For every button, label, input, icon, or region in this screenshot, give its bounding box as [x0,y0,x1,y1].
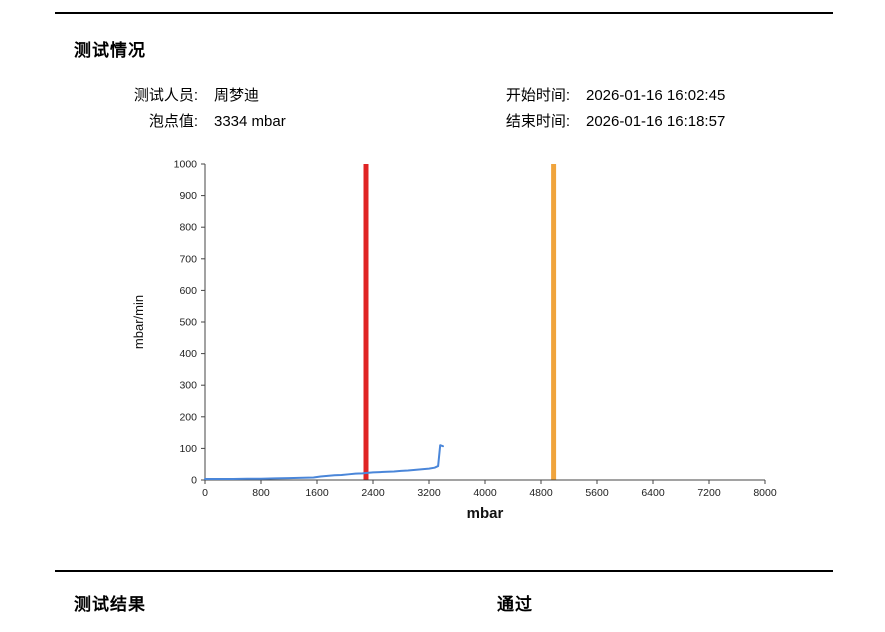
end-time-label: 结束时间: [505,113,570,130]
x-tick-label: 800 [252,487,270,499]
start-time-value: 2026-01-16 16:02:45 [586,87,726,104]
field-group-left: 测试人员: 周梦迪 泡点值: 3334 mbar [98,84,286,136]
x-tick-label: 6400 [641,487,665,499]
y-tick-label: 500 [179,317,197,329]
tester-row: 测试人员: 周梦迪 [98,84,286,110]
y-tick-label: 900 [179,190,197,202]
result-label: 测试结果 [74,595,146,614]
x-tick-label: 1600 [305,487,329,499]
section-title: 测试情况 [74,41,146,60]
start-time-label: 开始时间: [505,87,570,104]
result-value: 通过 [497,595,533,614]
y-tick-label: 400 [179,348,197,360]
x-tick-label: 8000 [753,487,777,499]
tester-label: 测试人员: [133,87,198,104]
x-tick-label: 4000 [473,487,497,499]
x-tick-label: 0 [202,487,208,499]
x-tick-label: 5600 [585,487,609,499]
y-tick-label: 300 [179,380,197,392]
bottom-divider [55,570,833,572]
field-group-right: 开始时间: 2026-01-16 16:02:45 结束时间: 2026-01-… [480,84,725,136]
bubble-point-value: 3334 mbar [214,113,286,130]
start-time-row: 开始时间: 2026-01-16 16:02:45 [480,84,725,110]
tester-value: 周梦迪 [214,87,260,104]
top-divider [55,12,833,14]
chart-canvas: 0 100 200 300 400 500 600 700 800 900 1000 0 800 1600… [131,159,777,523]
x-tick-label: 2400 [361,487,385,499]
y-tick-label: 600 [179,285,197,297]
x-tick-label: 3200 [417,487,441,499]
y-tick-label: 700 [179,253,197,265]
series-flow-curve [204,444,444,481]
y-axis-label: mbar/min [131,295,146,349]
x-tick-label: 4800 [529,487,553,499]
test-chart: 0 100 200 300 400 500 600 700 800 900 1000 0 800 1600… [110,148,790,528]
x-axis-label: mbar [467,505,504,522]
x-tick-label: 7200 [697,487,721,499]
y-tick-label: 0 [191,475,197,487]
bubble-point-label: 泡点值: [148,113,198,130]
bubble-point-row: 泡点值: 3334 mbar [98,110,286,136]
end-time-value: 2026-01-16 16:18:57 [586,113,726,130]
y-tick-label: 200 [179,411,197,423]
y-tick-label: 100 [179,443,197,455]
y-tick-label: 800 [179,222,197,234]
end-time-row: 结束时间: 2026-01-16 16:18:57 [480,110,725,136]
y-tick-label: 1000 [174,159,198,171]
